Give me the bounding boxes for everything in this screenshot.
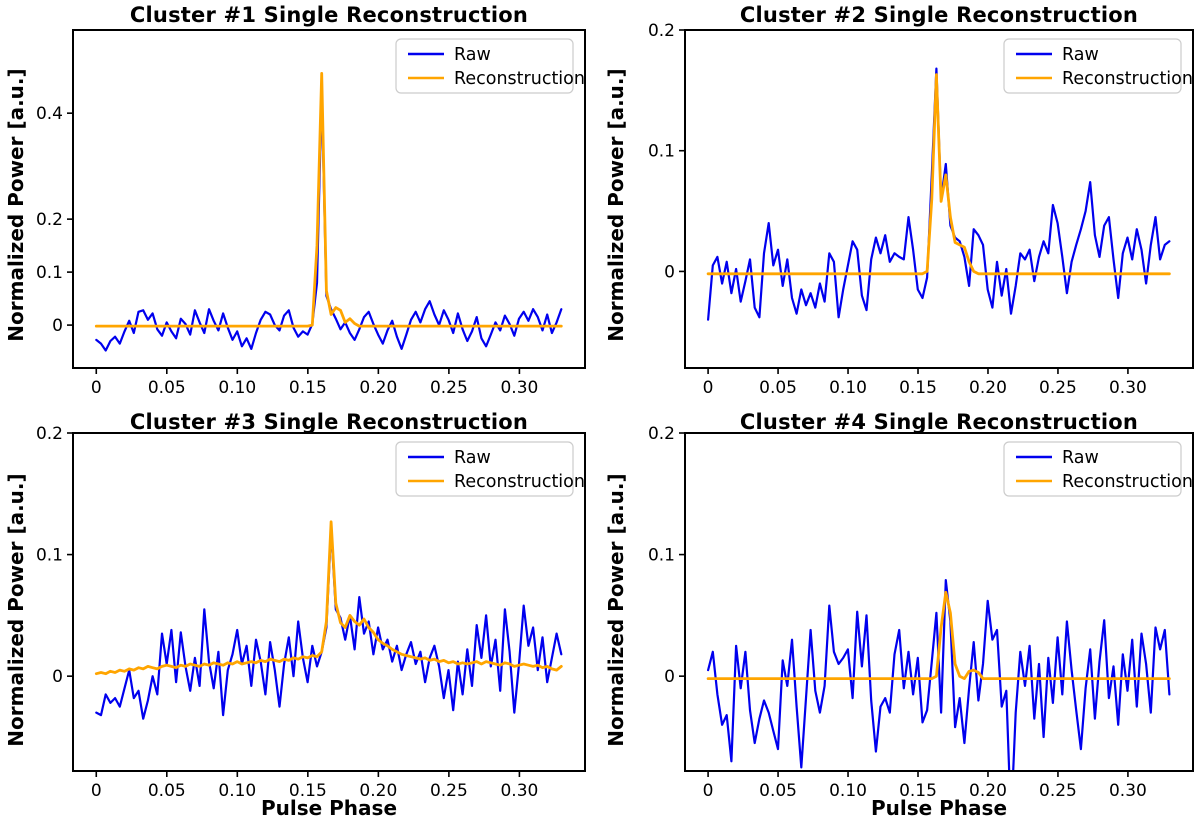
series-group — [94, 72, 563, 352]
x-axis-label: Pulse Phase — [870, 796, 1008, 820]
y-tick-label: 0.2 — [36, 424, 63, 444]
x-tick-label: 0.15 — [289, 378, 327, 398]
legend-label-reconstruction: Reconstruction — [1062, 69, 1193, 89]
y-tick-label: 0.1 — [36, 546, 63, 566]
y-tick-label: 0.2 — [648, 424, 675, 444]
x-axis-label: Pulse Phase — [260, 796, 398, 820]
y-tick-label: 0.1 — [36, 263, 63, 283]
y-tick-label: 0 — [52, 667, 63, 687]
plot-canvas-3: 0 0.05 0.10 0.15 0.20 0.25 0.30 0 0.1 0.2 Raw Recon… — [36, 424, 586, 801]
reconstruction-line — [706, 590, 1171, 681]
plot-title: Cluster #2 Single Reconstruction — [739, 3, 1139, 27]
legend-box — [395, 38, 574, 94]
x-tick-label: 0.20 — [359, 781, 397, 801]
x-tick-label: 0 — [703, 781, 714, 801]
x-tick-label: 0.05 — [148, 781, 186, 801]
legend-label-reconstruction: Reconstruction — [454, 69, 585, 89]
raw-line — [95, 89, 563, 352]
legend-box — [1003, 441, 1182, 497]
subplot-cluster-4: Cluster #4 Single Reconstruction Normali… — [600, 410, 1200, 825]
plot-canvas-4: 0 0.05 0.10 0.15 0.20 0.25 0.30 0 0.1 0.2 Raw Recon… — [648, 424, 1194, 801]
legend-box — [1003, 38, 1182, 94]
y-tick-label: 0.2 — [648, 21, 675, 41]
x-tick-label: 0.25 — [1039, 781, 1077, 801]
x-tick-label: 0.25 — [430, 378, 468, 398]
y-tick-label: 0 — [52, 316, 63, 336]
x-tick-label: 0.10 — [218, 781, 256, 801]
legend-label-reconstruction: Reconstruction — [454, 472, 585, 492]
x-tick-label: 0.30 — [1109, 781, 1147, 801]
legend-box — [395, 441, 574, 497]
x-tick-label: 0.25 — [430, 781, 468, 801]
legend-label-raw: Raw — [1062, 448, 1099, 468]
legend-label-raw: Raw — [1062, 45, 1099, 65]
series-group — [706, 67, 1171, 321]
x-tick-label: 0 — [91, 378, 102, 398]
subplot-cluster-2: Cluster #2 Single Reconstruction Normali… — [600, 0, 1200, 412]
series-group — [706, 579, 1171, 771]
plot-canvas-1: 0 0.05 0.10 0.15 0.20 0.25 0.30 0 0.1 0.2 0.4 Raw Re… — [36, 29, 586, 398]
plot-title: Cluster #3 Single Reconstruction — [129, 410, 529, 434]
reconstruction-line — [706, 73, 1171, 276]
x-tick-label: 0 — [703, 378, 714, 398]
legend-label-reconstruction: Reconstruction — [1062, 472, 1193, 492]
subplot-cluster-1: Cluster #1 Single Reconstruction Normali… — [0, 0, 600, 412]
x-tick-label: 0.25 — [1039, 378, 1077, 398]
x-tick-label: 0.05 — [148, 378, 186, 398]
x-tick-label: 0.20 — [969, 378, 1007, 398]
x-tick-label: 0.05 — [759, 781, 797, 801]
y-tick-label: 0 — [664, 262, 675, 282]
legend-label-raw: Raw — [454, 45, 491, 65]
x-tick-label: 0.10 — [218, 378, 256, 398]
y-tick-label: 0.1 — [648, 142, 675, 162]
axes-spines — [684, 432, 1194, 772]
subplot-cluster-3: Cluster #3 Single Reconstruction Normali… — [0, 410, 600, 825]
x-tick-label: 0.20 — [969, 781, 1007, 801]
axes-spines — [684, 29, 1194, 369]
legend-label-raw: Raw — [454, 448, 491, 468]
y-tick-label: 0.4 — [36, 104, 63, 124]
x-tick-label: 0.15 — [899, 378, 937, 398]
x-tick-label: 0.05 — [759, 378, 797, 398]
x-tick-label: 0.10 — [829, 781, 867, 801]
x-tick-label: 0 — [91, 781, 102, 801]
axes-spines — [72, 432, 586, 772]
series-group — [94, 520, 563, 720]
x-tick-label: 0.15 — [899, 781, 937, 801]
x-tick-label: 0.30 — [500, 378, 538, 398]
x-tick-label: 0.15 — [289, 781, 327, 801]
plot-title: Cluster #1 Single Reconstruction — [129, 3, 529, 27]
plot-canvas-2: 0 0.05 0.10 0.15 0.20 0.25 0.30 0 0.1 0.2 Raw Recon… — [648, 21, 1194, 398]
x-tick-label: 0.30 — [1109, 378, 1147, 398]
plot-title: Cluster #4 Single Reconstruction — [739, 410, 1139, 434]
x-tick-label: 0.20 — [359, 378, 397, 398]
reconstruction-line — [94, 520, 563, 676]
x-tick-label: 0.10 — [829, 378, 867, 398]
x-tick-label: 0.30 — [500, 781, 538, 801]
axes-spines — [72, 29, 586, 369]
reconstruction-line — [94, 72, 563, 328]
y-tick-label: 0.2 — [36, 210, 63, 230]
y-tick-label: 0.1 — [648, 546, 675, 566]
y-tick-label: 0 — [664, 667, 675, 687]
